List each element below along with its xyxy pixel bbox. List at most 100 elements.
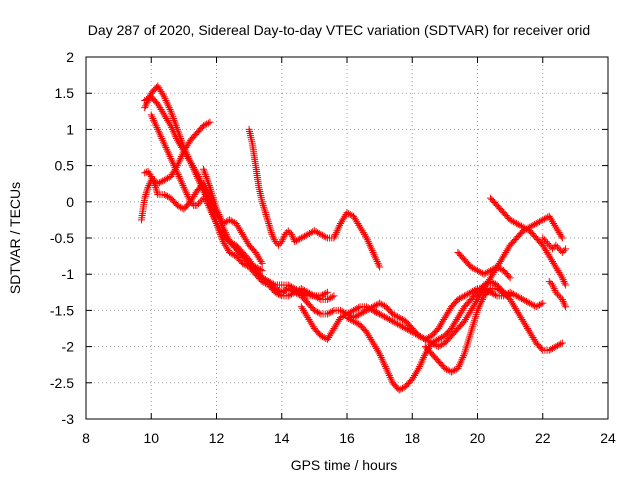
data-point-marker [154, 180, 162, 188]
data-point-marker [332, 229, 340, 237]
data-point-marker [288, 232, 296, 240]
data-point-marker [203, 198, 211, 206]
data-point-marker [550, 220, 558, 228]
data-point-marker [258, 198, 266, 206]
data-point-marker [169, 115, 177, 123]
data-point-marker [373, 258, 381, 266]
data-point-marker [152, 122, 160, 130]
data-point-marker [189, 163, 197, 171]
data-point-marker [151, 176, 159, 184]
data-point-marker [330, 325, 338, 332]
data-point-marker [545, 252, 553, 260]
data-point-marker [385, 372, 393, 380]
data-point-marker [196, 198, 204, 206]
data-point-marker [506, 274, 514, 282]
data-point-marker [212, 218, 220, 226]
data-point-marker [310, 227, 318, 235]
data-point-marker [177, 136, 185, 144]
data-point-marker [440, 315, 448, 323]
data-point-marker [159, 91, 167, 99]
data-point-marker [457, 294, 465, 302]
data-point-marker [381, 361, 389, 369]
data-point-marker [168, 156, 176, 164]
data-point-marker [534, 302, 542, 310]
data-point-marker [184, 192, 192, 200]
data-point-marker [545, 277, 553, 285]
data-point-marker [372, 254, 380, 262]
y-tick-label: 0 [66, 194, 74, 210]
data-point-marker [522, 323, 530, 331]
data-point-marker [156, 86, 164, 94]
data-point-marker [525, 326, 533, 334]
data-point-marker [312, 228, 320, 236]
data-point-marker [233, 221, 241, 229]
y-tick-label: -0.5 [50, 230, 74, 246]
data-point-marker [192, 171, 200, 179]
data-point-marker [452, 317, 460, 325]
data-point-marker [305, 315, 313, 323]
data-point-marker [527, 300, 535, 308]
data-point-marker [152, 183, 160, 191]
data-point-marker [179, 182, 187, 190]
data-point-marker [428, 339, 436, 347]
data-point-marker [358, 227, 366, 235]
data-point-marker [469, 264, 477, 272]
data-point-marker [163, 98, 171, 106]
data-point-marker [141, 192, 149, 200]
data-point-marker [179, 149, 187, 157]
data-point-marker [382, 364, 390, 372]
data-point-marker [206, 205, 214, 213]
data-point-marker [164, 100, 172, 108]
data-point-marker [369, 339, 377, 347]
data-point-marker [386, 373, 394, 381]
data-point-marker [459, 293, 467, 301]
data-point-marker [545, 212, 553, 220]
data-point-marker [488, 266, 496, 274]
data-point-marker [258, 274, 266, 282]
data-point-marker [332, 230, 340, 238]
data-point-marker [297, 303, 305, 311]
data-point-marker [398, 315, 406, 323]
data-point-marker [394, 313, 402, 321]
data-point-marker [265, 277, 273, 285]
data-point-marker [286, 282, 294, 290]
data-point-marker [157, 178, 165, 186]
data-point-marker [476, 301, 484, 309]
data-point-marker [369, 306, 377, 314]
data-point-marker [258, 267, 266, 275]
data-point-marker [469, 303, 477, 311]
data-point-marker [306, 317, 314, 325]
data-point-marker [559, 297, 567, 305]
data-point-marker [177, 154, 185, 162]
data-point-marker [460, 292, 468, 300]
data-point-marker [325, 295, 333, 303]
data-point-marker [397, 322, 405, 330]
data-point-marker [222, 218, 230, 226]
data-point-marker [456, 361, 464, 369]
data-point-marker [280, 232, 288, 240]
data-point-marker [338, 218, 346, 226]
data-point-marker [541, 245, 549, 253]
data-point-marker [361, 232, 369, 240]
data-point-marker [323, 296, 331, 304]
data-point-marker [364, 330, 372, 338]
data-point-marker [465, 310, 473, 318]
data-point-marker [304, 230, 312, 238]
data-point-marker [465, 289, 473, 297]
data-point-marker [267, 227, 275, 235]
data-point-marker [527, 222, 535, 230]
data-point-marker [160, 111, 168, 119]
data-point-marker [537, 345, 545, 353]
data-point-marker [558, 339, 566, 347]
data-point-marker [560, 277, 568, 285]
data-point-marker [367, 243, 375, 251]
data-point-marker [379, 301, 387, 309]
data-point-marker [270, 236, 278, 244]
data-point-marker [332, 321, 340, 329]
data-point-marker [156, 131, 164, 139]
data-point-marker [498, 287, 506, 295]
data-point-marker [162, 191, 170, 199]
data-point-marker [170, 162, 178, 170]
data-point-marker [515, 310, 523, 318]
data-point-marker [371, 252, 379, 260]
